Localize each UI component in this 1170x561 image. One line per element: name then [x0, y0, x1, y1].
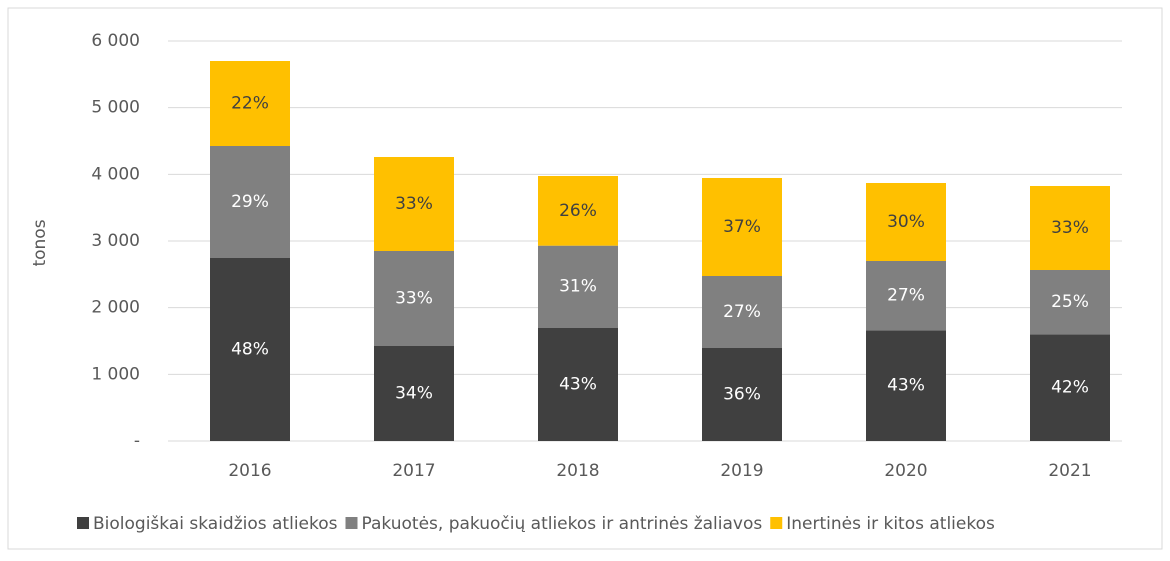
x-tick-label: 2021: [1048, 461, 1091, 481]
x-tick-label: 2020: [884, 461, 927, 481]
data-label: 33%: [395, 289, 433, 309]
bar-segment: [1030, 270, 1110, 335]
legend-swatch: [77, 517, 89, 529]
y-axis-label: tonos: [30, 219, 50, 266]
data-label: 43%: [887, 376, 925, 396]
data-label: 27%: [887, 286, 925, 306]
y-tick-label: 6 000: [91, 31, 140, 51]
data-label: 29%: [231, 192, 269, 212]
data-label: 48%: [231, 339, 269, 359]
bar-segment: [1030, 186, 1110, 270]
bar-segment: [702, 347, 782, 441]
data-label: 33%: [395, 194, 433, 214]
data-label: 42%: [1051, 378, 1089, 398]
bar-segment: [538, 245, 618, 328]
bar-segment: [866, 261, 946, 331]
data-label: 30%: [887, 212, 925, 232]
legend-label: Biologiškai skaidžios atliekos: [93, 514, 338, 534]
data-label: 25%: [1051, 292, 1089, 312]
bar-segment: [866, 183, 946, 261]
y-tick-label: -: [134, 431, 140, 451]
bar-segment: [374, 251, 454, 346]
bar-segment: [702, 276, 782, 348]
bar-segment: [374, 346, 454, 441]
legend-label: Pakuotės, pakuočių atliekos ir antrinės …: [362, 514, 763, 534]
bar-segment: [538, 176, 618, 246]
data-label: 43%: [559, 374, 597, 394]
bar-segment: [866, 330, 946, 441]
y-tick-label: 5 000: [91, 98, 140, 118]
bar-segment: [374, 157, 454, 251]
data-label: 27%: [723, 302, 761, 322]
data-label: 26%: [559, 201, 597, 221]
data-label: 36%: [723, 384, 761, 404]
x-tick-label: 2016: [228, 461, 271, 481]
y-tick-label: 3 000: [91, 231, 140, 251]
bar-segment: [538, 327, 618, 441]
bar-segment: [210, 257, 290, 441]
legend-label: Inertinės ir kitos atliekos: [786, 514, 995, 534]
legend-swatch: [770, 517, 783, 529]
data-label: 33%: [1051, 218, 1089, 238]
x-tick-label: 2019: [720, 461, 763, 481]
bar-segment: [210, 61, 290, 146]
x-tick-label: 2017: [392, 461, 435, 481]
bar-segment: [1030, 334, 1110, 441]
bar-segment: [210, 146, 290, 258]
data-label: 22%: [231, 94, 269, 114]
y-tick-label: 4 000: [91, 164, 140, 184]
y-tick-label: 1 000: [91, 364, 140, 384]
bar-segment: [702, 178, 782, 276]
data-label: 37%: [723, 217, 761, 237]
x-tick-label: 2018: [556, 461, 599, 481]
legend-swatch: [345, 517, 358, 529]
y-tick-label: 2 000: [91, 298, 140, 318]
data-label: 31%: [559, 277, 597, 297]
data-label: 34%: [395, 384, 433, 404]
